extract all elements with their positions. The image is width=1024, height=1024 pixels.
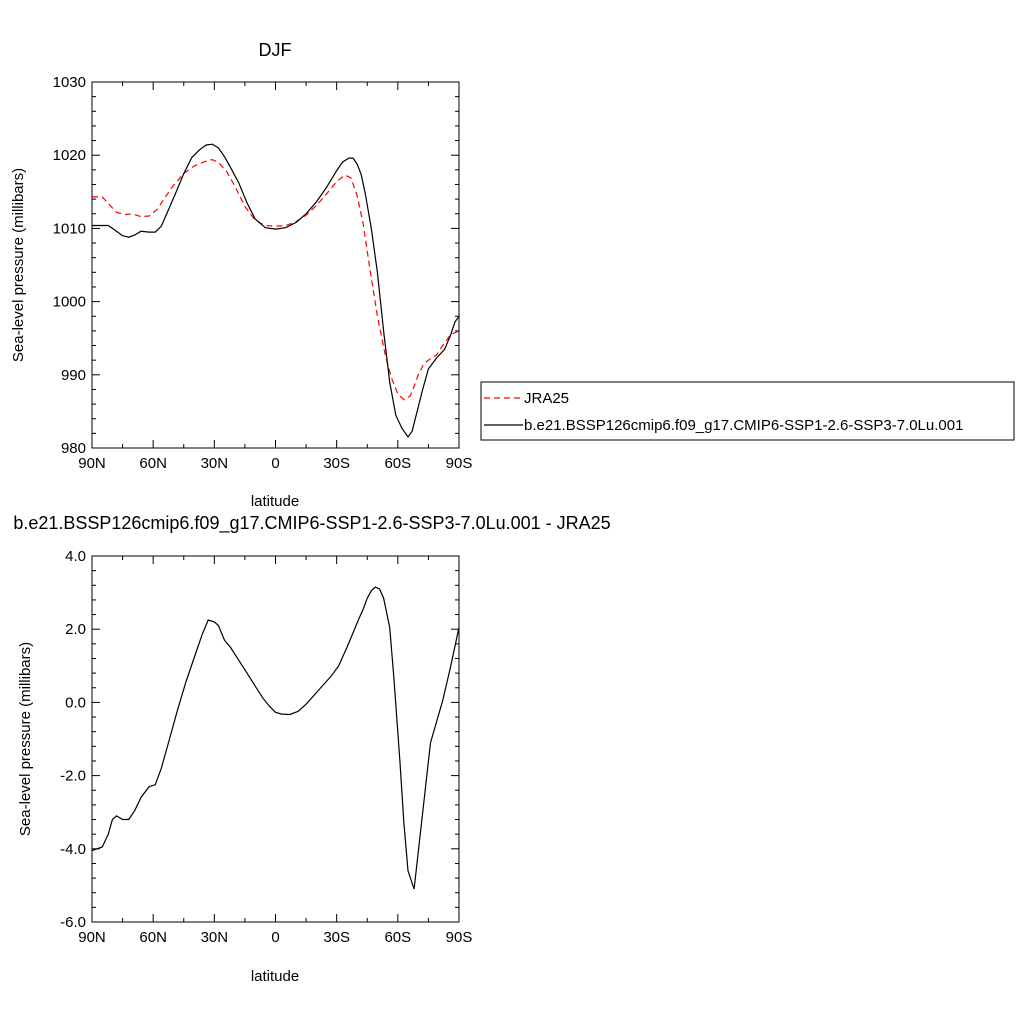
plot-frame xyxy=(91,555,460,923)
x-tick-label: 90N xyxy=(78,455,106,472)
bottom-chart: b.e21.BSSP126cmip6.f09_g17.CMIP6-SSP1-2.… xyxy=(13,513,610,985)
bottom-x-axis-label: latitude xyxy=(251,968,299,985)
series-line-0 xyxy=(92,158,460,401)
x-tick-label: 30N xyxy=(201,929,229,946)
y-tick-label: 980 xyxy=(61,440,86,457)
bottom-chart-title: b.e21.BSSP126cmip6.f09_g17.CMIP6-SSP1-2.… xyxy=(13,513,610,534)
x-tick-label: 30N xyxy=(201,455,229,472)
plot-frame xyxy=(91,81,460,449)
bottom-y-axis-label: Sea-level pressure (millibars) xyxy=(17,642,34,836)
series-line-1 xyxy=(92,143,460,439)
x-tick-label: 0 xyxy=(271,929,279,946)
y-tick-label: 990 xyxy=(61,367,86,384)
legend-label-model: b.e21.BSSP126cmip6.f09_g17.CMIP6-SSP1-2.… xyxy=(524,417,963,434)
x-tick-label: 60S xyxy=(384,929,411,946)
x-tick-label: 60N xyxy=(139,455,167,472)
y-tick-label: -6.0 xyxy=(60,914,86,931)
top-chart: DJF Sea-level pressure (millibars) latit… xyxy=(10,40,1015,510)
y-tick-label: 1010 xyxy=(53,220,86,237)
x-tick-label: 90S xyxy=(446,455,473,472)
series-line-0 xyxy=(91,586,460,890)
y-tick-label: -4.0 xyxy=(60,841,86,858)
y-tick-label: 1030 xyxy=(53,74,86,91)
x-tick-label: 60S xyxy=(384,455,411,472)
top-x-axis-label: latitude xyxy=(251,493,299,510)
y-tick-label: -2.0 xyxy=(60,768,86,785)
y-tick-label: 1020 xyxy=(53,147,86,164)
x-tick-label: 30S xyxy=(323,929,350,946)
x-tick-label: 90N xyxy=(78,929,106,946)
y-tick-label: 2.0 xyxy=(65,621,86,638)
y-tick-label: 0.0 xyxy=(65,694,86,711)
top-y-axis-label: Sea-level pressure (millibars) xyxy=(10,168,27,362)
x-tick-label: 0 xyxy=(271,455,279,472)
legend-box xyxy=(480,381,1015,441)
top-chart-title: DJF xyxy=(259,40,292,60)
bottom-plot-area: 90N 60N 30N 0 30S 60S 90S -6.0 -4.0 -2.0 0.0 2.0 4.0 xyxy=(60,548,472,946)
top-plot-area: 90N 60N 30N 0 30S 60S 90S 980 990 1000 1010 1020 103… xyxy=(53,74,473,472)
x-tick-label: 30S xyxy=(323,455,350,472)
legend-label-jra25: JRA25 xyxy=(524,390,569,407)
y-tick-label: 4.0 xyxy=(65,548,86,565)
x-tick-label: 90S xyxy=(446,929,473,946)
y-tick-label: 1000 xyxy=(53,294,86,311)
top-legend: JRA25 b.e21.BSSP126cmip6.f09_g17.CMIP6-S… xyxy=(480,381,1015,441)
x-tick-label: 60N xyxy=(139,929,167,946)
